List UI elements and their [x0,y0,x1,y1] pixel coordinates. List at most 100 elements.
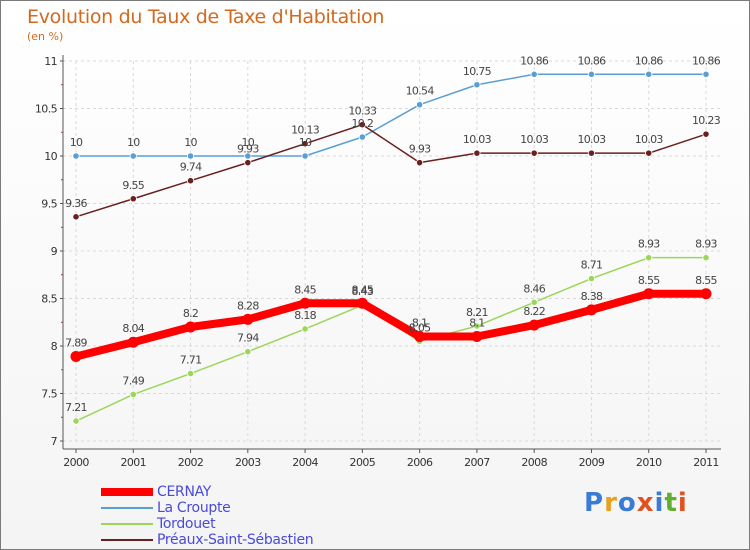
data-label: 8.55 [638,274,660,287]
y-tick-label: 9.5 [41,198,57,211]
data-labels: 7.89 8.04 8.2 8.28 8.45 8.45 8.1 8.1 8.22 8.38 8.5… [65,54,721,414]
data-label: 10.86 [692,54,721,67]
y-tick-label: 7.5 [41,388,57,401]
x-tick-label: 2008 [521,456,547,469]
data-point [528,319,540,331]
data-label: 7.94 [237,332,259,345]
data-point [473,322,481,330]
legend-swatch-cernay [101,488,153,496]
data-label: 10 [242,136,255,149]
data-label: 10 [127,136,140,149]
x-tick-label: 2002 [178,456,204,469]
data-label: 8.45 [294,283,316,296]
data-label: 10.33 [348,105,377,118]
y-tick-label: 10 [44,150,57,163]
data-point [358,133,366,141]
x-tick-label: 2001 [120,456,146,469]
data-label: 8.71 [581,259,603,272]
logo-letter: x [636,488,655,518]
data-label: 10.2 [352,117,374,130]
series-layer [70,70,712,425]
data-point [702,130,710,138]
y-tick-label: 9 [51,245,58,258]
data-label: 8.22 [523,305,545,318]
data-label: 8.28 [237,299,259,312]
legend-swatch-preaux [101,539,153,541]
legend-label-la-croupte: La Croupte [157,500,231,516]
y-tick-label: 8 [51,340,58,353]
legend-label-cernay: CERNAY [157,484,212,500]
data-label: 10 [70,136,83,149]
data-point [414,331,426,342]
data-point [244,348,252,356]
data-label: 9.93 [409,143,431,156]
x-tick-label: 2011 [693,456,719,469]
data-point [587,70,596,78]
data-point [416,101,424,109]
data-point [244,159,252,167]
legend-item-preaux: Préaux-Saint-Sébastien [101,532,314,548]
data-label: 10.03 [635,133,664,146]
data-point [186,152,195,160]
logo-letter: r [604,488,618,518]
data-point [301,140,309,148]
legend-label-preaux: Préaux-Saint-Sébastien [157,532,314,548]
data-point [186,369,195,378]
data-point [358,121,366,129]
axes: 7 7.5 8 8.5 9 9.5 10 10.5 11 2000 2001 2002 2003 2004… [35,55,721,469]
data-point [242,313,254,325]
series-line-1 [76,73,706,157]
series-line-3 [75,123,707,218]
data-label: 10.54 [406,85,435,98]
data-point [70,350,82,362]
data-point [299,297,311,309]
y-tick-label: 7 [51,435,58,448]
data-label: 8.1 [469,317,484,330]
x-tick-label: 2004 [292,456,318,469]
data-label: 7.49 [122,374,144,387]
data-label: 8.38 [581,290,603,303]
data-label: 8.45 [352,283,374,296]
series-line-2 [75,256,706,422]
data-label: 10.75 [463,65,492,78]
data-label: 10.23 [692,114,721,127]
data-point [129,195,137,203]
data-label: 8.1 [412,317,427,330]
data-point [301,152,309,160]
data-label: 9.36 [65,197,87,210]
data-label: 8.46 [523,282,545,295]
data-label: 10.86 [577,54,606,67]
data-point [473,81,481,89]
data-label: 8.55 [695,274,717,287]
data-point [356,297,368,309]
data-point [129,152,137,160]
x-tick-label: 2006 [407,456,433,469]
data-point [643,288,655,300]
x-tick-label: 2003 [235,456,261,469]
data-point [72,417,80,425]
chart-subtitle: (en %) [27,30,64,43]
legend-item-la-croupte: La Croupte [101,500,313,516]
data-label: 8.18 [294,309,316,322]
data-label: 8.93 [638,238,660,251]
x-tick-label: 2007 [464,456,490,469]
x-tick-label: 2000 [63,456,89,469]
legend: CERNAY La Croupte Tordouet Préaux-Saint-… [101,484,314,548]
data-label: 10.03 [520,133,549,146]
data-label: 7.21 [65,401,87,414]
data-label: 7.71 [180,354,202,367]
data-point [473,149,481,157]
legend-item-tordouet: Tordouet [101,516,313,532]
data-label: 8.2 [183,307,198,320]
data-point [700,288,712,300]
data-point [530,70,538,78]
data-label: 10.13 [291,124,320,137]
data-point [127,336,139,348]
data-point [585,304,597,316]
data-point [587,274,596,283]
x-tick-label: 2005 [350,456,376,469]
data-label: 10.03 [577,133,606,146]
y-tick-label: 11 [44,55,57,68]
logo-letter: i [654,488,665,518]
